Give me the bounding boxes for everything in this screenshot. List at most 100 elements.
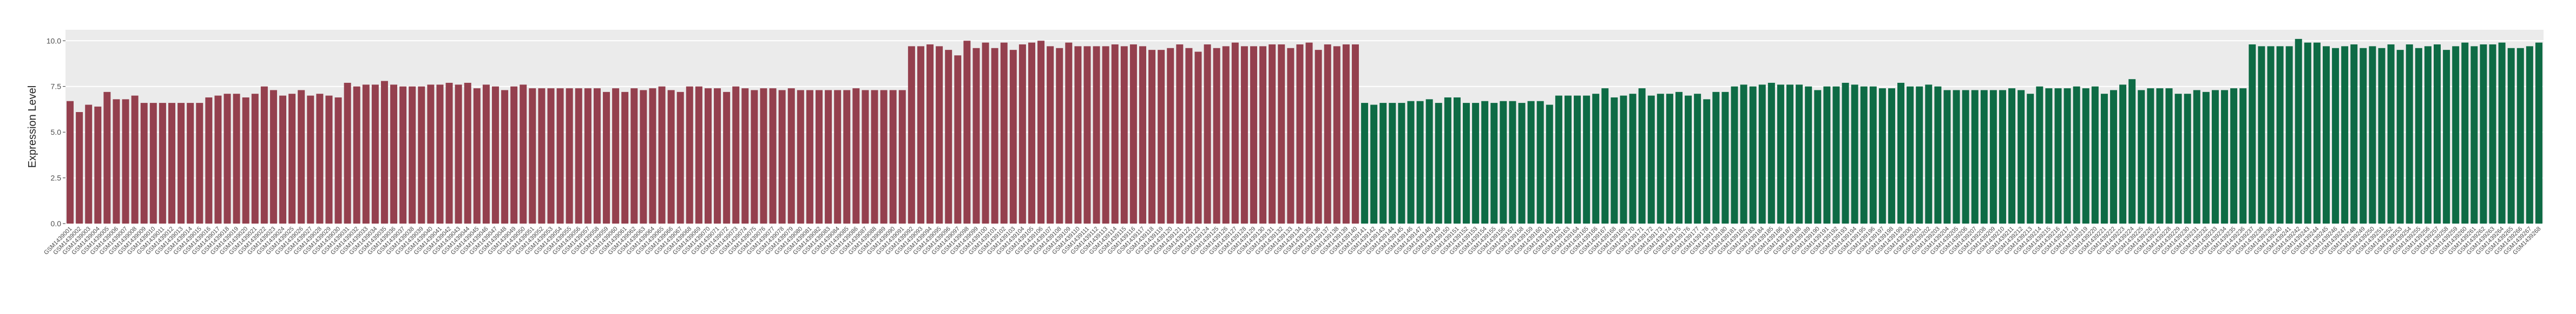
bar [1555, 95, 1562, 224]
bar [889, 90, 897, 224]
bar [307, 95, 314, 224]
bar [2147, 88, 2154, 224]
bar [1851, 84, 1858, 224]
bar [2369, 46, 2376, 224]
bar [2295, 38, 2302, 224]
bar [1102, 46, 1109, 224]
bar [1065, 42, 1073, 224]
bar [1278, 44, 1285, 224]
bar [1786, 84, 1793, 224]
bar [843, 90, 851, 224]
bar [862, 90, 869, 224]
bar [2516, 48, 2524, 224]
bar [1805, 86, 1812, 224]
bar [464, 82, 471, 224]
bar [787, 88, 795, 224]
bar [751, 90, 758, 224]
bar [325, 95, 333, 224]
bar [409, 86, 416, 224]
bar [556, 88, 564, 224]
bar [1490, 103, 1498, 224]
bar [704, 88, 712, 224]
bar [1047, 46, 1054, 224]
bar [1536, 101, 1544, 224]
bar [2341, 46, 2349, 224]
bar [2415, 48, 2422, 224]
bar [2332, 48, 2340, 224]
bar [1120, 46, 1128, 224]
bar [159, 103, 166, 224]
bar [695, 86, 702, 224]
bar [2221, 90, 2229, 224]
bar [1823, 86, 1831, 224]
bar [2064, 88, 2071, 224]
bar [723, 91, 731, 224]
bar [1240, 46, 1248, 224]
bar [2110, 90, 2118, 224]
bar [1472, 103, 1480, 224]
bar [1269, 44, 1276, 224]
bar [1731, 86, 1738, 224]
bar [187, 103, 194, 224]
bar [1980, 90, 1988, 224]
bar [945, 50, 952, 224]
bar [94, 106, 102, 224]
bar [2082, 88, 2089, 224]
bar [954, 55, 962, 224]
bar [85, 104, 93, 224]
bar [621, 91, 629, 224]
bar [2461, 42, 2469, 224]
bar [1463, 103, 1470, 224]
bar [741, 88, 749, 224]
bar [2498, 42, 2506, 224]
bar [1194, 51, 1202, 224]
bar [1111, 44, 1119, 224]
bar [2526, 46, 2533, 224]
bar [1629, 94, 1637, 224]
bar [1129, 44, 1137, 224]
bar [2027, 94, 2034, 224]
bar [1740, 84, 1747, 224]
bar [1767, 82, 1775, 224]
y-axis-label: Expression Level [27, 86, 38, 168]
bar [1370, 104, 1378, 224]
bar [103, 91, 111, 224]
bar [529, 88, 536, 224]
bar [1398, 103, 1405, 224]
bar [2396, 50, 2404, 224]
bar [1000, 42, 1008, 224]
bar [288, 94, 296, 224]
bar [1018, 44, 1026, 224]
bar [371, 84, 379, 224]
bar [2276, 46, 2284, 224]
bar [1259, 46, 1267, 224]
bar [1860, 86, 1868, 224]
bar [1028, 42, 1035, 224]
bar [2202, 91, 2210, 224]
bar [399, 86, 407, 224]
bar [2230, 88, 2238, 224]
bar [852, 88, 860, 224]
bar [1176, 44, 1184, 224]
bar [2378, 48, 2386, 224]
bar [482, 84, 490, 224]
bar [2535, 42, 2542, 224]
bar [390, 84, 398, 224]
y-tick-label: 2.5 [51, 174, 62, 182]
y-tick-label: 0.0 [51, 219, 62, 228]
bar [1083, 46, 1091, 224]
bar [122, 99, 129, 224]
bar [2304, 42, 2311, 224]
bar [279, 95, 287, 224]
y-tick-label: 5.0 [51, 128, 62, 136]
bar [778, 90, 786, 224]
bar [76, 112, 83, 224]
bar [1796, 84, 1803, 224]
bar [575, 88, 582, 224]
bar [714, 88, 721, 224]
bar [1666, 94, 1673, 224]
bar [640, 90, 647, 224]
bar [936, 46, 943, 224]
bar [2452, 46, 2460, 224]
